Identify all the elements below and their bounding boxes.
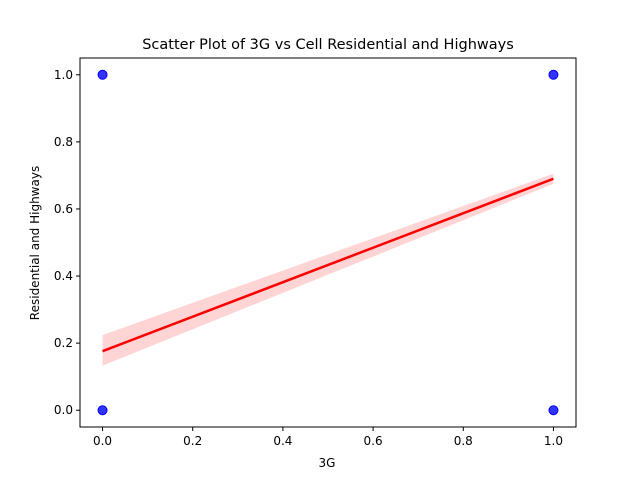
plot-area xyxy=(97,69,559,416)
x-tick-label: 0.4 xyxy=(273,434,292,448)
y-tick-label: 0.8 xyxy=(54,135,73,149)
x-tick-label: 0.8 xyxy=(454,434,473,448)
data-point xyxy=(97,405,108,416)
regression-line xyxy=(102,177,554,353)
y-tick-label: 0.6 xyxy=(54,202,73,216)
y-tick-label: 1.0 xyxy=(54,68,73,82)
x-tick-label: 1.0 xyxy=(544,434,563,448)
chart-title: Scatter Plot of 3G vs Cell Residential a… xyxy=(142,37,514,53)
x-tick-label: 0.2 xyxy=(183,434,202,448)
y-tick-label: 0.0 xyxy=(54,403,73,417)
confidence-band xyxy=(102,173,554,366)
data-point xyxy=(548,405,559,416)
x-tick-label: 0.0 xyxy=(93,434,112,448)
plot-frame xyxy=(79,57,577,428)
x-axis: 0.0 0.2 0.4 0.6 0.8 1.0 xyxy=(93,427,563,448)
x-tick-label: 0.6 xyxy=(364,434,383,448)
data-point xyxy=(548,69,559,80)
y-axis: 0.0 0.2 0.4 0.6 0.8 1.0 xyxy=(54,68,80,417)
data-point xyxy=(97,69,108,80)
x-axis-title: 3G xyxy=(319,456,336,470)
y-tick-label: 0.2 xyxy=(54,336,73,350)
y-axis-title: Residential and Highways xyxy=(28,166,42,320)
y-tick-label: 0.4 xyxy=(54,269,73,283)
